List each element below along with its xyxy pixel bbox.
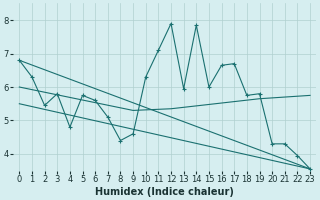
- X-axis label: Humidex (Indice chaleur): Humidex (Indice chaleur): [95, 187, 234, 197]
